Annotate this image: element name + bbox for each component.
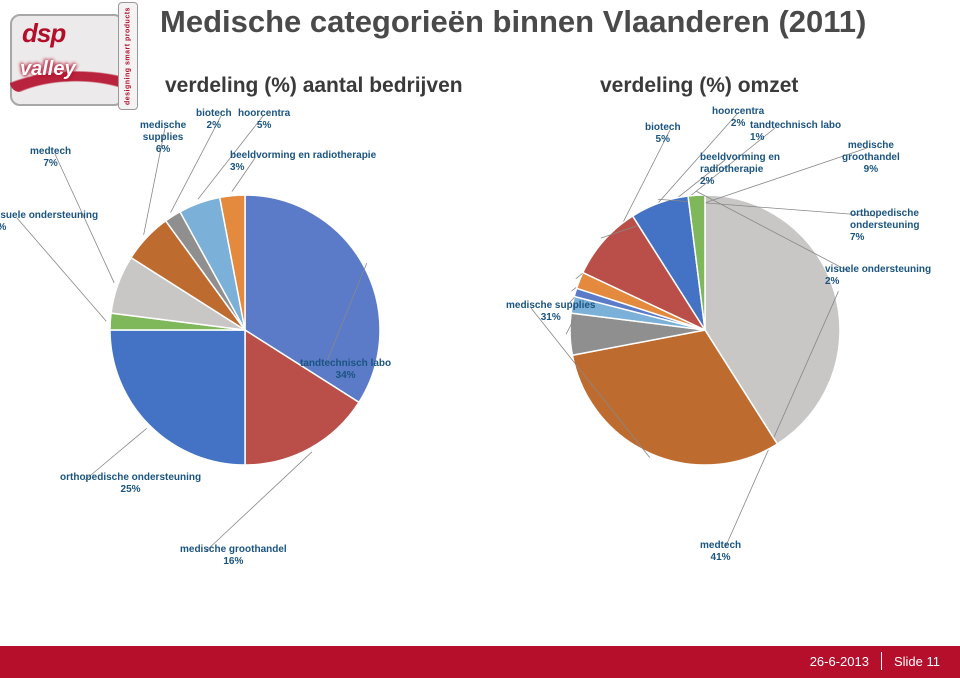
pie-label-medische_groothandel: medischegroothandel9% xyxy=(842,140,900,176)
pie-label-hoorcentra: hoorcentra5% xyxy=(238,108,290,132)
pie-label-tandtechnisch_labo: tandtechnisch labo34% xyxy=(300,358,391,382)
pie-label-beeldvorming: beeldvorming en radiotherapie3% xyxy=(230,150,376,174)
pie-label-beeldvorming: beeldvorming enradiotherapie2% xyxy=(700,152,780,188)
pie-label-medische_supplies: medische supplies31% xyxy=(506,300,595,324)
pie-label-tandtechnisch_labo: tandtechnisch labo1% xyxy=(750,120,841,144)
pie-label-medische_groothandel: medische groothandel16% xyxy=(180,544,287,568)
pie-label-medtech: medtech41% xyxy=(700,540,741,564)
footer-sep xyxy=(881,652,882,670)
page: dsp valley designing smart products Medi… xyxy=(0,0,960,678)
pie-label-visuele: visuele ondersteuning2% xyxy=(825,264,931,288)
footer: 26-6-2013 Slide 11 xyxy=(810,652,940,670)
pie-label-orthopedische: orthopedische ondersteuning25% xyxy=(60,472,201,496)
pie-label-visuele: visuele ondersteuning2% xyxy=(0,210,98,234)
pie-label-medische_supplies: medischesupplies6% xyxy=(140,120,186,156)
pie-label-biotech: biotech5% xyxy=(645,122,681,146)
pie-label-medtech: medtech7% xyxy=(30,146,71,170)
footer-slide: Slide 11 xyxy=(894,654,940,669)
pie-label-biotech: biotech2% xyxy=(196,108,232,132)
footer-date: 26-6-2013 xyxy=(810,654,869,669)
pie-label-orthopedische: orthopedischeondersteuning7% xyxy=(850,208,919,244)
